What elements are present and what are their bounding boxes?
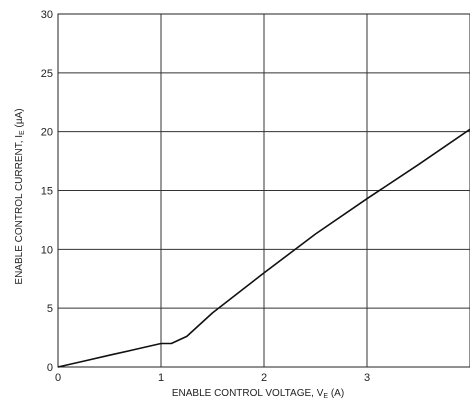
x-axis-label-unit: (A) — [328, 388, 344, 399]
plot-frame — [57, 13, 470, 368]
y-tick-label: 10 — [41, 244, 53, 256]
y-tick-labels: 0 5 10 15 20 25 30 — [41, 9, 53, 374]
y-axis-label-sub: E — [19, 130, 26, 135]
x-tick-labels: 0 1 2 3 — [55, 372, 370, 384]
x-tick-label: 3 — [364, 372, 370, 384]
y-tick-label: 0 — [47, 362, 53, 374]
y-tick-label: 15 — [41, 186, 53, 198]
y-tick-label: 30 — [41, 9, 53, 21]
y-tick-label: 5 — [47, 303, 53, 315]
series-line — [57, 128, 470, 368]
y-axis-label-unit: (µA) — [14, 108, 25, 130]
x-tick-label: 1 — [158, 372, 164, 384]
series-group — [57, 128, 470, 368]
y-axis-label: ENABLE CONTROL CURRENT, IE (µA) — [14, 108, 26, 284]
grid — [58, 13, 470, 367]
x-axis-label: ENABLE CONTROL VOLTAGE, VE (A) — [172, 388, 344, 400]
y-tick-label: 25 — [41, 68, 53, 80]
x-axis-label-main: ENABLE CONTROL VOLTAGE, V — [172, 388, 324, 399]
x-tick-label: 2 — [261, 372, 267, 384]
x-axis-label-sub: E — [323, 393, 328, 400]
y-tick-label: 20 — [41, 127, 53, 139]
x-tick-label: 0 — [55, 372, 61, 384]
y-axis-label-main: ENABLE CONTROL CURRENT, I — [14, 135, 25, 285]
